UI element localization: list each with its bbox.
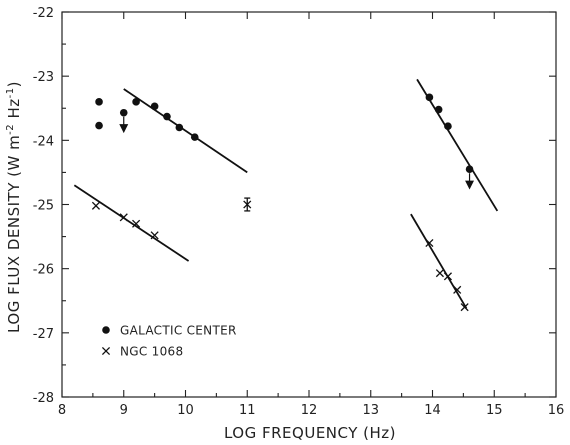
data-point (444, 122, 452, 131)
legend: GALACTIC CENTER NGC 1068 (101, 324, 236, 359)
y-axis-title-end: ) (5, 81, 23, 87)
cross-stroke (243, 200, 252, 209)
legend-item-galactic-center: GALACTIC CENTER (102, 324, 236, 338)
legend-item-ngc-1068: NGC 1068 (101, 345, 183, 359)
x-tick-label: 13 (362, 403, 379, 418)
data-point (460, 303, 469, 312)
y-tick-label: -23 (33, 70, 54, 85)
legend-label: GALACTIC CENTER (120, 324, 237, 338)
y-tick-label: -22 (33, 6, 54, 21)
data-point (163, 112, 171, 121)
x-axis-title: LOG FREQUENCY (Hz) (224, 424, 396, 442)
data-point (119, 108, 128, 117)
data-point (91, 201, 101, 210)
data-point (190, 133, 199, 141)
data-point (243, 200, 252, 209)
y-tick-label: -24 (33, 134, 54, 149)
y-tick-label: -26 (33, 263, 54, 278)
legend-marker (101, 346, 111, 356)
cross-stroke (453, 285, 462, 294)
x-tick-label: 12 (301, 403, 318, 418)
fit-line (123, 88, 248, 174)
x-tick-label: 11 (239, 403, 256, 418)
y-tick-label: -27 (33, 327, 54, 342)
y-axis-title-sup1: -2 (5, 124, 16, 135)
legend-label: NGC 1068 (120, 345, 183, 359)
x-tick-label: 15 (486, 403, 503, 418)
data-point (150, 231, 159, 240)
data-point (443, 272, 452, 281)
fit-line (73, 184, 190, 262)
cross-stroke (119, 213, 128, 222)
arrow-head (119, 124, 129, 134)
cross-stroke (91, 201, 101, 210)
y-axis-title-main: LOG FLUX DENSITY (W m (5, 135, 23, 333)
plot-frame (61, 11, 557, 398)
x-tick-label: 14 (424, 403, 441, 418)
y-axis-title: LOG FLUX DENSITY (W m-2 Hz-1) (5, 81, 23, 333)
series-galactic-center (95, 78, 499, 212)
x-tick-label: 10 (177, 403, 194, 418)
data-point (132, 98, 140, 106)
x-tick-label: 16 (548, 403, 565, 418)
data-point (453, 285, 462, 294)
cross-stroke (101, 346, 111, 356)
y-tick-label: -25 (33, 199, 54, 214)
cross-stroke (132, 219, 141, 228)
cross-stroke (435, 269, 444, 278)
data-point (425, 93, 434, 102)
data-point (465, 165, 474, 174)
upper-limit-arrow (119, 116, 129, 134)
data-point (425, 238, 434, 248)
data-point (434, 105, 443, 114)
x-tick-label: 9 (120, 403, 128, 418)
y-tick-label: -28 (33, 391, 54, 406)
series-ngc-1068 (73, 184, 469, 312)
data-point (435, 269, 444, 278)
data-point (95, 121, 103, 130)
upper-limit-arrow (465, 173, 475, 190)
fit-line (410, 213, 468, 309)
cross-stroke (460, 303, 469, 312)
axes: 8 9 10 11 12 13 14 15 16 -22 -23 -24 -25 -26 -27 -28 (33, 6, 565, 418)
data-point (119, 213, 128, 222)
data-point (150, 102, 159, 111)
cross-stroke (150, 231, 159, 240)
cross-stroke (425, 238, 434, 248)
data-point (175, 123, 184, 132)
y-axis-title-sup2: -1 (5, 87, 16, 98)
data-point (132, 219, 141, 228)
series-layer (73, 78, 499, 312)
fit-line (416, 78, 499, 212)
arrow-head (465, 180, 475, 190)
y-axis-title-mid: Hz (5, 98, 23, 123)
cross-stroke (443, 272, 452, 281)
data-point (95, 98, 103, 106)
legend-marker (102, 326, 110, 334)
x-tick-label: 8 (58, 403, 66, 418)
